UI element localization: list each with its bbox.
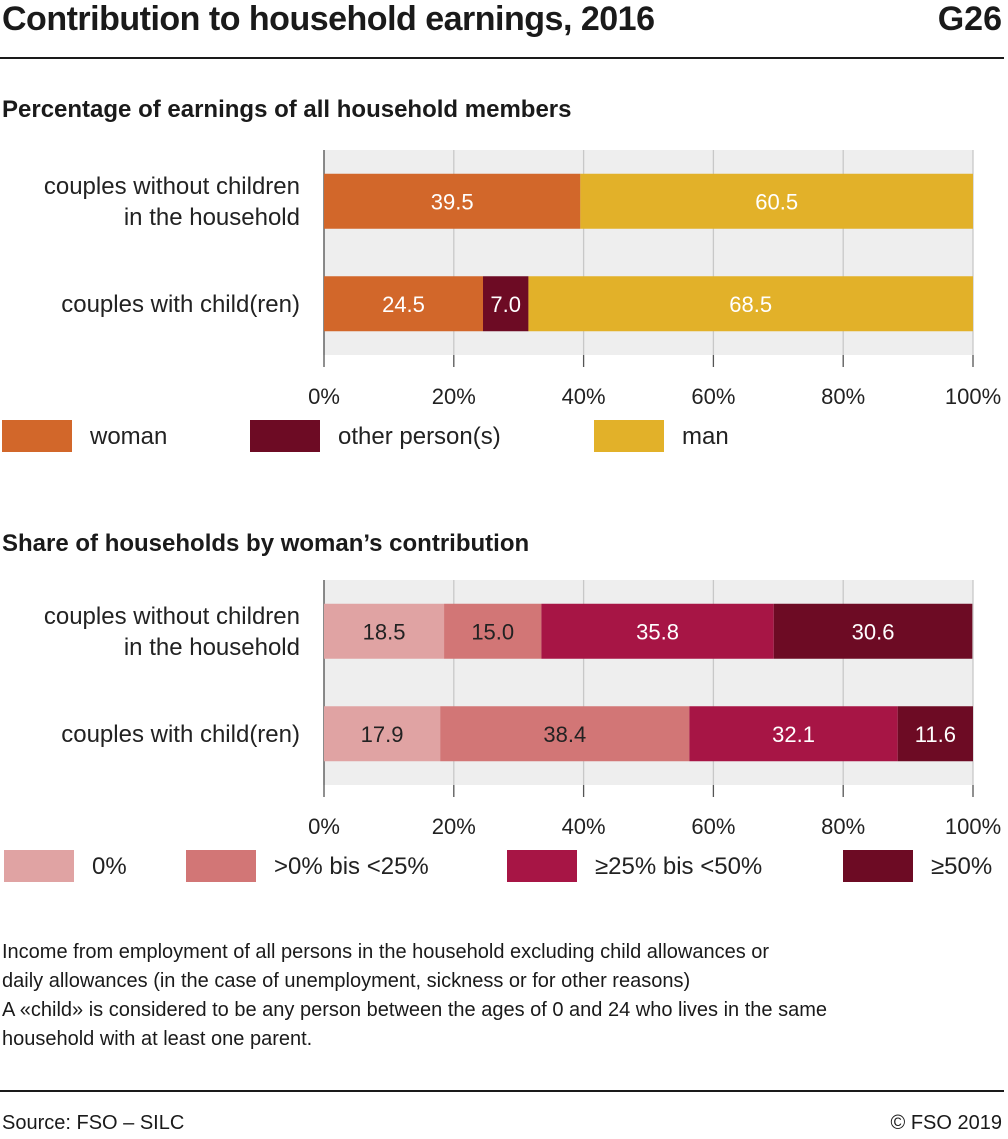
chart2-subtitle: Share of households by woman’s contribut… <box>2 530 530 557</box>
bar-segment <box>897 706 973 762</box>
x-tick-label: 80% <box>821 384 865 409</box>
bar-segment <box>440 706 690 762</box>
data-label: 18.5 <box>363 619 406 644</box>
x-tick-label: 80% <box>821 814 865 839</box>
bar-segment <box>324 276 484 332</box>
legend-swatch <box>594 420 664 452</box>
footnotes: Income from employment of all persons in… <box>2 938 992 1054</box>
category-label: couples without children <box>44 603 300 630</box>
legend-swatch <box>250 420 320 452</box>
category-label: in the household <box>124 634 300 661</box>
legend-swatch <box>2 420 72 452</box>
bar-segment <box>324 173 581 229</box>
x-tick-label: 0% <box>308 814 340 839</box>
legend-swatch <box>843 850 913 882</box>
data-label: 30.6 <box>852 619 895 644</box>
data-label: 15.0 <box>471 619 514 644</box>
category-label: couples without children <box>44 173 300 200</box>
legend-label: woman <box>89 423 167 450</box>
source-note: Source: FSO – SILC <box>2 1112 185 1134</box>
bar-segment <box>324 706 441 762</box>
bar-segment <box>541 603 774 659</box>
data-label: 60.5 <box>755 189 798 214</box>
legend-label: >0% bis <25% <box>274 853 429 880</box>
data-label: 38.4 <box>543 722 586 747</box>
data-label: 7.0 <box>490 292 521 317</box>
data-label: 32.1 <box>772 722 815 747</box>
x-tick-label: 40% <box>562 384 606 409</box>
legend-swatch <box>186 850 256 882</box>
footnote-line: daily allowances (in the case of unemplo… <box>2 970 691 992</box>
data-label: 39.5 <box>431 189 474 214</box>
data-label: 11.6 <box>915 722 956 747</box>
x-tick-label: 100% <box>945 814 1001 839</box>
chart1-subtitle: Percentage of earnings of all household … <box>2 96 572 123</box>
legend-label: other person(s) <box>338 423 501 450</box>
x-tick-label: 0% <box>308 384 340 409</box>
x-tick-label: 20% <box>432 814 476 839</box>
bar-segment <box>324 603 445 659</box>
legend-label: man <box>682 423 729 450</box>
category-label: couples with child(ren) <box>61 291 300 318</box>
top-rule <box>0 57 1004 59</box>
chart1-svg: 0% 20% 40% 60% 80% 100% couples without childr… <box>2 150 1001 452</box>
data-label: 17.9 <box>361 722 404 747</box>
footnote-line: household with at least one parent. <box>2 1028 313 1050</box>
chart-title: Contribution to household earnings, 2016 <box>2 0 655 38</box>
x-tick-label: 40% <box>562 814 606 839</box>
footnote-line: A «child» is considered to be any person… <box>2 999 827 1021</box>
bar-segment <box>580 173 973 229</box>
x-tick-label: 100% <box>945 384 1001 409</box>
data-label: 35.8 <box>636 619 679 644</box>
chart-code: G26 <box>937 0 1002 38</box>
footnote-line: Income from employment of all persons in… <box>2 941 770 963</box>
x-tick-label: 60% <box>691 384 735 409</box>
chart2-svg: 0% 20% 40% 60% 80% 100% couples without childr… <box>4 580 1001 882</box>
data-label: 68.5 <box>729 292 772 317</box>
legend-label: ≥50% <box>931 853 992 880</box>
bar-segment <box>483 276 529 332</box>
x-tick-label: 20% <box>432 384 476 409</box>
legend-swatch <box>4 850 74 882</box>
category-label: couples with child(ren) <box>61 721 300 748</box>
data-label: 24.5 <box>382 292 425 317</box>
bottom-rule <box>0 1090 1004 1092</box>
bar-segment <box>444 603 542 659</box>
bar-segment <box>689 706 898 762</box>
bar-segment <box>528 276 973 332</box>
copyright-note: © FSO 2019 <box>890 1112 1002 1134</box>
x-tick-label: 60% <box>691 814 735 839</box>
legend-label: 0% <box>92 853 127 880</box>
legend-swatch <box>507 850 577 882</box>
category-label: in the household <box>124 204 300 231</box>
legend-label: ≥25% bis <50% <box>595 853 762 880</box>
bar-segment <box>773 603 973 659</box>
